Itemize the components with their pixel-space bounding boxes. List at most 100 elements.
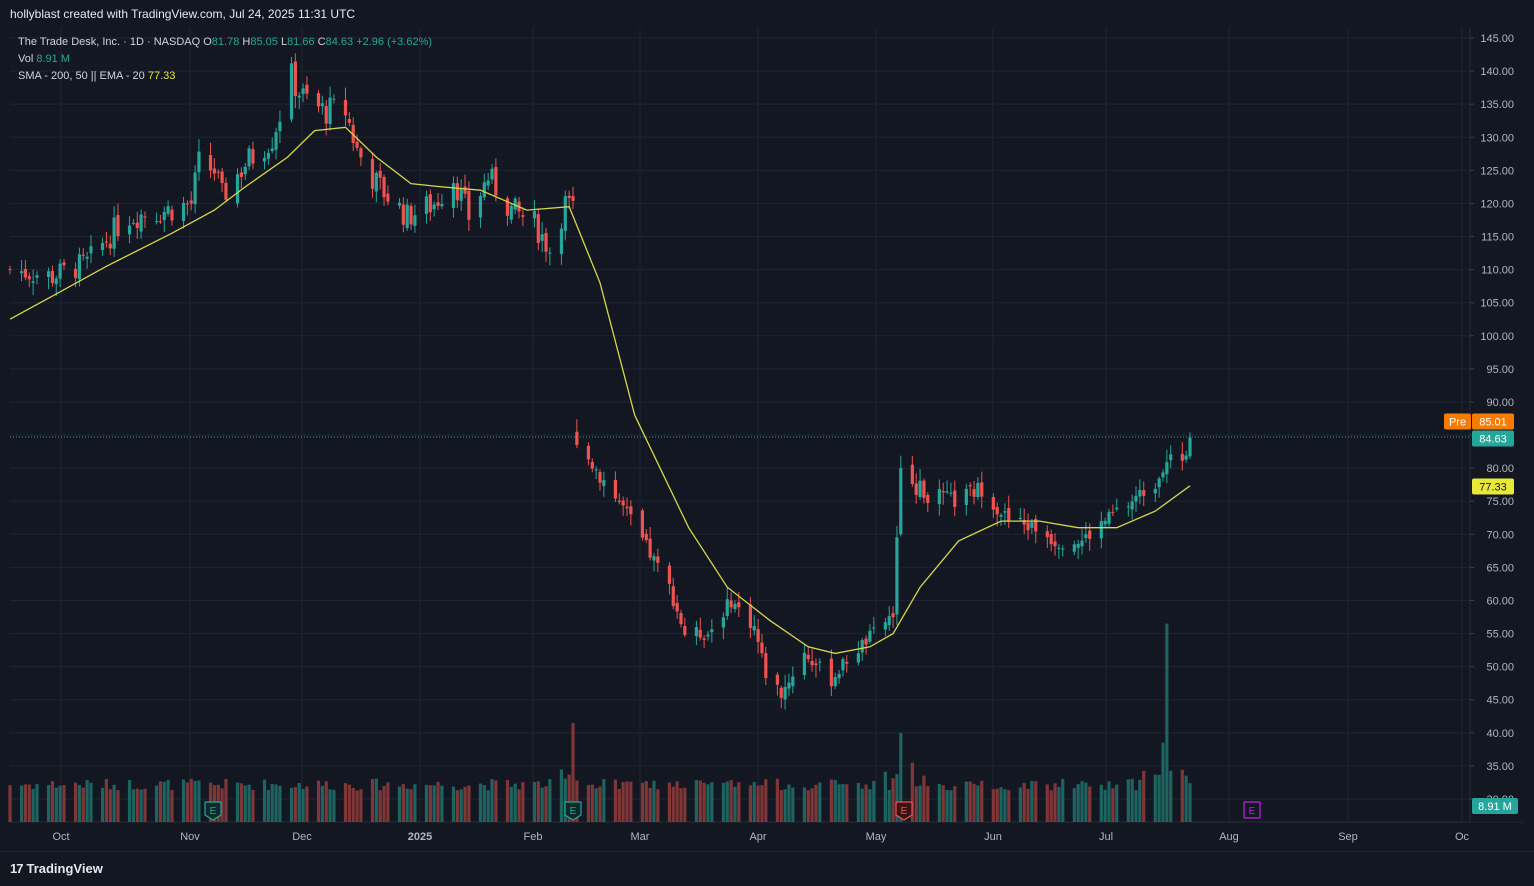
volume-bar [667,782,672,822]
candle-body [181,202,186,221]
price-tick-label: 70.00 [1486,529,1514,541]
volume-bar [46,785,51,822]
volume-bar [170,790,174,822]
candle-body [1022,519,1026,525]
time-tick-label: Apr [749,831,766,843]
candle-body [135,222,139,228]
volume-bar [779,790,783,822]
volume-bar [1045,784,1049,822]
earnings-marker: E [895,801,913,821]
earnings-marker: E [1243,801,1261,819]
candle-body [733,603,737,610]
volume-bar [1088,786,1092,822]
candle-body [328,97,332,125]
volume-bar [251,790,255,822]
candle-body [378,170,382,178]
volume-bar [918,785,922,822]
candle-body [833,677,837,687]
volume-bar [563,778,567,822]
candle-body [270,148,274,152]
tradingview-logo[interactable]: 17 TradingView [10,861,103,876]
price-tick-label: 55.00 [1486,629,1514,641]
volume-bar [590,784,594,822]
candle-body [868,630,872,642]
candle-body [343,99,348,116]
candle-body [397,202,402,206]
volume-bar [964,781,968,822]
candle-body [964,488,968,505]
time-tick-label: Dec [292,831,312,843]
volume-bar [567,774,571,822]
price-tick-label: 125.00 [1480,165,1514,177]
time-tick-label: May [866,831,887,843]
candle-body [883,622,887,630]
candle-body [976,482,980,498]
candle-body [116,215,120,237]
time-tick-label: Mar [631,831,650,843]
legend-row-volume: Vol 8.91 M [18,51,432,68]
legend-low-label: L [280,36,288,48]
candle-body [575,431,579,445]
volume-bar [1184,775,1188,822]
candle-body [58,263,62,279]
volume-bar [818,782,822,822]
volume-bar [1157,774,1161,822]
candle-body [629,506,633,515]
volume-bar [1018,787,1022,822]
volume-bar [864,784,868,822]
volume-bar [949,790,953,822]
price-axis[interactable]: 145.00 140.00 135.00 130.00 125.00 120.00 115.… [1444,28,1534,822]
candle-body [505,198,510,216]
volume-bar [478,783,483,822]
candle-body [208,154,213,171]
legend-close-label: C [317,36,326,48]
volume-bar [841,783,845,822]
legend-low-value: 81.66 [287,36,315,48]
candle-body [50,270,55,283]
candle-body [486,180,490,186]
candle-body [791,676,795,687]
volume-bar [810,788,814,822]
candle-body [370,159,375,189]
candle-body [752,625,756,631]
candle-body [320,103,324,107]
earnings-marker-shape [204,801,222,821]
volume-bar [243,785,247,822]
volume-bar [922,775,926,822]
volume-bar [760,785,764,822]
volume-bar [1107,781,1111,822]
candle-body [301,88,305,94]
candle-body [143,216,147,218]
candle-body [1153,488,1157,494]
volume-bar [883,771,887,822]
volume-bar [139,789,143,822]
volume-bar [671,786,675,822]
volume-bar [775,778,779,822]
volume-bar [316,780,321,822]
volume-bar [937,784,941,822]
volume-bar [1142,770,1146,822]
candle-body [914,483,918,495]
candle-body [189,200,193,204]
volume-bar [378,790,382,822]
price-tick-label: 115.00 [1481,232,1514,244]
volume-bar [158,781,162,822]
candle-body [409,205,413,225]
volume-bar [386,782,390,822]
candle-body [413,215,417,226]
candle-body [899,468,903,535]
volume-bar [621,781,625,822]
candle-body [521,215,525,217]
volume-bar [729,780,733,822]
earnings-marker-shape [895,801,913,821]
candle-body [702,638,706,640]
volume-bar [617,788,621,822]
volume-bar [675,781,679,822]
candle-body [440,204,444,207]
time-axis[interactable]: Oct Nov Dec 2025 Feb Mar Apr May Jun Jul Aug Sep Oc [0,823,1534,851]
candle-body [185,203,189,205]
candle-body [675,602,679,612]
candle-body [953,490,957,507]
